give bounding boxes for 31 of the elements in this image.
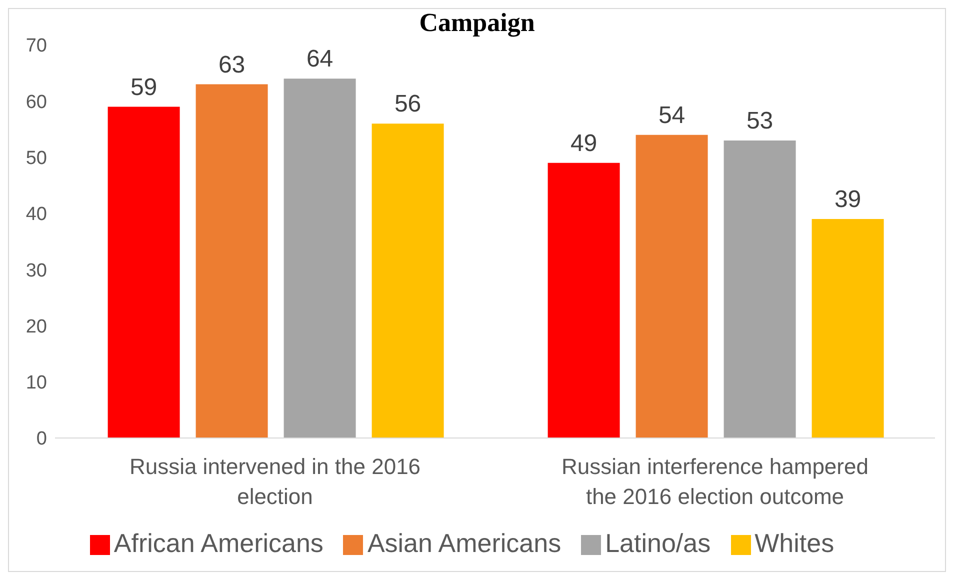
y-tick-label: 20 <box>26 316 47 338</box>
bar <box>196 84 268 438</box>
bar <box>372 124 444 438</box>
legend-label: Latino/as <box>605 528 711 558</box>
x-tick-label: Russian interference hampered the 2016 election outcome <box>562 454 868 509</box>
legend-label: African Americans <box>114 528 324 558</box>
bar <box>636 134 708 438</box>
data-label: 59 <box>130 74 158 101</box>
y-tick-label: 0 <box>36 428 47 450</box>
y-tick-label: 10 <box>26 372 47 394</box>
bar <box>548 162 620 438</box>
bar <box>812 219 884 438</box>
legend-label: Asian Americans <box>367 528 562 558</box>
y-tick-label: 70 <box>26 36 47 57</box>
y-tick-label: 30 <box>26 260 47 282</box>
y-tick-label: 60 <box>26 92 47 113</box>
y-tick-label: 40 <box>26 204 47 226</box>
bar <box>284 78 356 438</box>
bar <box>724 140 796 438</box>
data-label: 56 <box>394 90 422 118</box>
data-label: 63 <box>218 51 246 78</box>
legend-label: Whites <box>754 528 834 558</box>
chart-title: Campaign <box>418 8 536 37</box>
data-label: 39 <box>834 186 862 214</box>
y-tick-label: 50 <box>26 148 47 170</box>
bar <box>108 106 180 438</box>
data-label: 64 <box>306 46 334 73</box>
data-label: 54 <box>658 102 686 129</box>
data-label: 49 <box>570 130 598 157</box>
x-tick-label: Russia intervened in the 2016 election <box>129 454 421 509</box>
data-label: 53 <box>746 107 774 134</box>
